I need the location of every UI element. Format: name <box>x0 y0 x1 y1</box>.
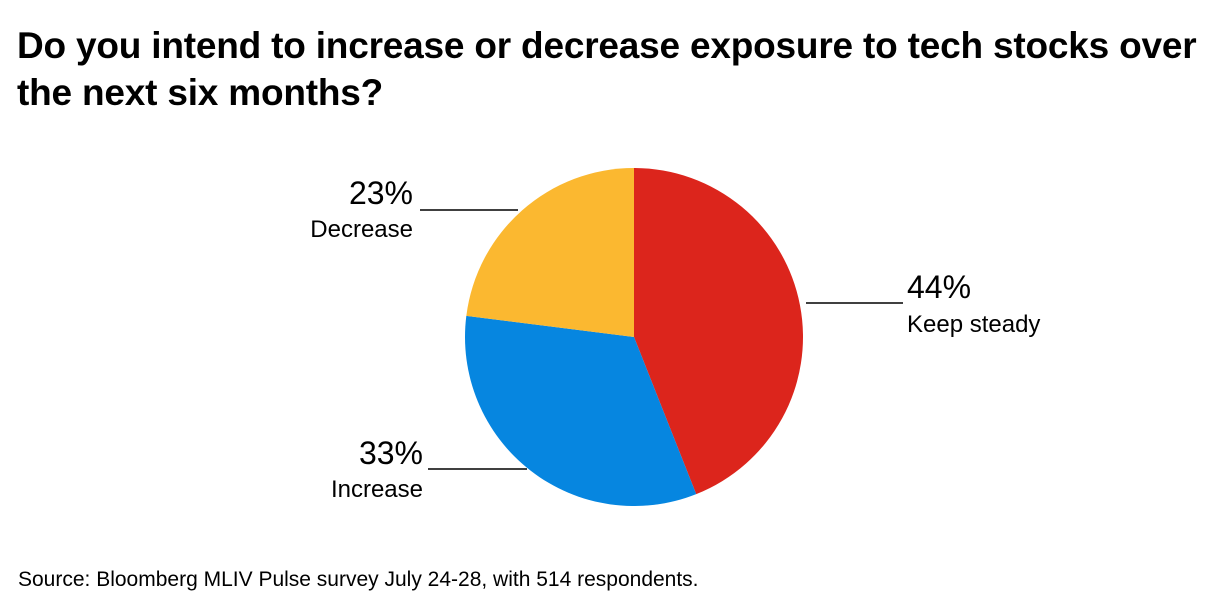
pie-slice-decrease <box>466 168 634 337</box>
category-label-keep-steady: Keep steady <box>907 311 1040 338</box>
value-label-keep-steady: 44% <box>907 269 971 305</box>
callout-keep-steady: 44% Keep steady <box>806 269 1040 338</box>
value-label-decrease: 23% <box>349 175 413 211</box>
pie-slice-keep-steady <box>634 168 803 495</box>
pie-slices <box>465 168 803 507</box>
pie-slice-increase <box>465 315 697 507</box>
chart-title: Do you intend to increase or decrease ex… <box>17 25 1197 113</box>
value-label-increase: 33% <box>359 435 423 471</box>
source-note: Source: Bloomberg MLIV Pulse survey July… <box>18 568 699 591</box>
callout-decrease: 23% Decrease <box>310 175 518 243</box>
callout-increase: 33% Increase <box>331 435 527 503</box>
category-label-decrease: Decrease <box>310 216 413 243</box>
pie-chart: 44% Keep steady 33% Increase 23% Decreas… <box>310 168 1040 507</box>
category-label-increase: Increase <box>331 476 423 503</box>
